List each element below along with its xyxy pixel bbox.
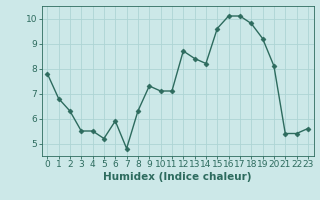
X-axis label: Humidex (Indice chaleur): Humidex (Indice chaleur)	[103, 172, 252, 182]
